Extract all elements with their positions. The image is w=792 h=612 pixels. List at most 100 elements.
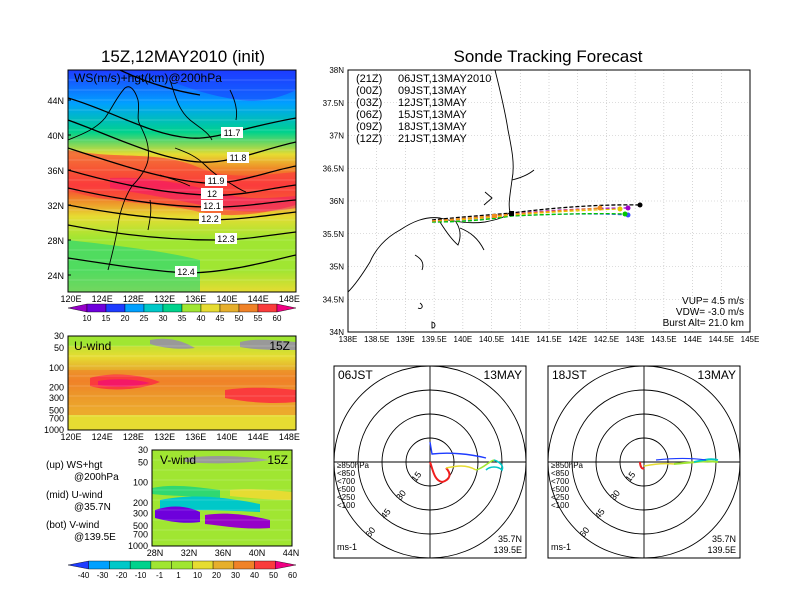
contour-label-bg — [175, 266, 197, 277]
colorbar-tick-label: 50 — [235, 314, 244, 323]
contour-label: 11.9 — [205, 175, 227, 186]
lat-tick-label: 32N — [47, 201, 64, 211]
pressure-tick-label: 300 — [133, 508, 148, 518]
pressure-tick-label: 50 — [138, 457, 148, 467]
lat-tick-label: 44N — [283, 548, 300, 558]
polar-unit: ms-1 — [551, 542, 571, 552]
note-line2: @35.7N — [74, 502, 111, 513]
colorbar-swatch — [150, 560, 172, 570]
legend-code: (12Z) — [356, 133, 382, 145]
lon-tick-label: 142E — [568, 335, 587, 344]
pressure-tick-label: 200 — [133, 498, 148, 508]
colorbar-tick-label: 60 — [288, 571, 297, 580]
colorbar-swatch — [86, 303, 107, 313]
launch-param: Burst Alt= 21.0 km — [663, 318, 744, 329]
contour-label-bg — [221, 127, 243, 138]
uwind-lon-axis: 120E 124E 128E 132E 136E 140E 144E 148E — [60, 432, 299, 442]
colorbar-swatch — [219, 303, 240, 313]
lon-tick-label: 145E — [741, 335, 760, 344]
ring-label: 60 — [577, 525, 591, 539]
lon-tick-label: 128E — [123, 432, 144, 442]
pressure-tick-label: 100 — [49, 363, 64, 373]
lon-tick-label: 124E — [92, 432, 113, 442]
colorbar-tick-label: -1 — [156, 571, 164, 580]
lat-tick-label: 37.5N — [323, 99, 345, 108]
ring-label: 15 — [409, 470, 423, 484]
colorbar-tick-label: -40 — [78, 571, 90, 580]
lat-tick-label: 36N — [329, 197, 344, 206]
hodo-segment — [655, 457, 707, 461]
hodo-segment — [429, 441, 487, 459]
polar-date: 13MAY — [484, 368, 522, 382]
lon-tick-label: 140E — [216, 432, 237, 442]
vwind-lat-axis: 28N 32N 36N 40N 44N — [147, 548, 300, 558]
sonde-tracks — [431, 202, 643, 223]
uwind-label: U-wind — [74, 339, 111, 353]
colorbar-swatch — [105, 303, 126, 313]
polar-time: 18JST — [552, 368, 587, 382]
pressure-tick-label: 300 — [49, 393, 64, 403]
lon-tick-label: 144.5E — [709, 335, 734, 344]
hodograph — [429, 441, 504, 484]
legend-code: (09Z) — [356, 121, 382, 133]
polar-lat: 35.7N — [498, 534, 522, 544]
vwind-label: V-wind — [160, 453, 196, 467]
lat-tick-label: 40N — [47, 131, 64, 141]
hodo-segment — [643, 462, 675, 467]
colorbar-tick-label: 30 — [159, 314, 168, 323]
colorbar-tick-label: 60 — [273, 314, 282, 323]
contour-label-bg — [201, 200, 223, 211]
contour-label-bg — [205, 175, 227, 186]
lon-tick-label: 144E — [683, 335, 702, 344]
colorbar-tick-label: 25 — [140, 314, 149, 323]
lat-tick-label: 40N — [249, 548, 266, 558]
contour-labels: 11.7 11.8 11.9 12 12.1 12.2 12.3 12.4 — [175, 127, 249, 277]
ring-label: 45 — [593, 507, 607, 521]
legend-time: 12JST,13MAY — [398, 97, 468, 109]
lon-tick-label: 143E — [626, 335, 645, 344]
contour-label: 12 — [201, 188, 223, 199]
colorbar-tick-label: -10 — [135, 571, 147, 580]
contour-label-bg — [215, 233, 237, 244]
lat-tick-label: 24N — [47, 271, 64, 281]
colorbar-swatch — [275, 560, 297, 570]
contour-label-bg — [199, 213, 221, 224]
tracking-map: 38N 37.5N 37N 36.5N 36N 35.5N 35N 34.5N 34N 138E… — [323, 66, 760, 344]
pressure-tick-label: 1000 — [128, 541, 148, 551]
level-legend-item: <100 — [551, 501, 570, 510]
colorbar-tick-label: 45 — [216, 314, 225, 323]
pressure-tick-label: 200 — [49, 383, 64, 393]
note-line1: (mid) U-wind — [46, 490, 103, 501]
lat-tick-label: 36N — [215, 548, 232, 558]
pressure-tick-label: 700 — [133, 529, 148, 539]
lon-tick-label: 144E — [248, 432, 269, 442]
ring-label: 60 — [363, 525, 377, 539]
legend-time: 21JST,13MAY — [398, 133, 468, 145]
polar-lon: 139.5E — [493, 545, 522, 555]
wind-colorbar: -40 -30 -20 -10 -1 1 10 20 30 40 50 60 — [67, 560, 297, 580]
note-line2: @200hPa — [74, 472, 119, 483]
colorbar-swatch — [143, 303, 164, 313]
vwind-time: 15Z — [267, 453, 288, 467]
hodo-segment — [639, 461, 645, 470]
contour-value: 11.9 — [208, 176, 225, 186]
ws-lat-axis: 44N 40N 36N 32N 28N 24N — [47, 96, 71, 281]
hodo-segment — [429, 461, 451, 484]
colorbar-tick-label: -30 — [97, 571, 109, 580]
level-legend-item: <700 — [551, 477, 570, 486]
colorbar-swatch — [129, 560, 152, 570]
pressure-tick-label: 30 — [138, 445, 148, 455]
colorbar-tick-label: 20 — [212, 571, 221, 580]
colorbar-tick-label: 50 — [269, 571, 278, 580]
contour-value: 12.1 — [203, 201, 221, 211]
lon-tick-label: 148E — [279, 432, 300, 442]
legend-time: 18JST,13MAY — [398, 121, 468, 133]
lon-tick-label: 136E — [185, 432, 206, 442]
colorbar-tick-label: 20 — [121, 314, 130, 323]
colorbar-tick-label: 30 — [231, 571, 240, 580]
